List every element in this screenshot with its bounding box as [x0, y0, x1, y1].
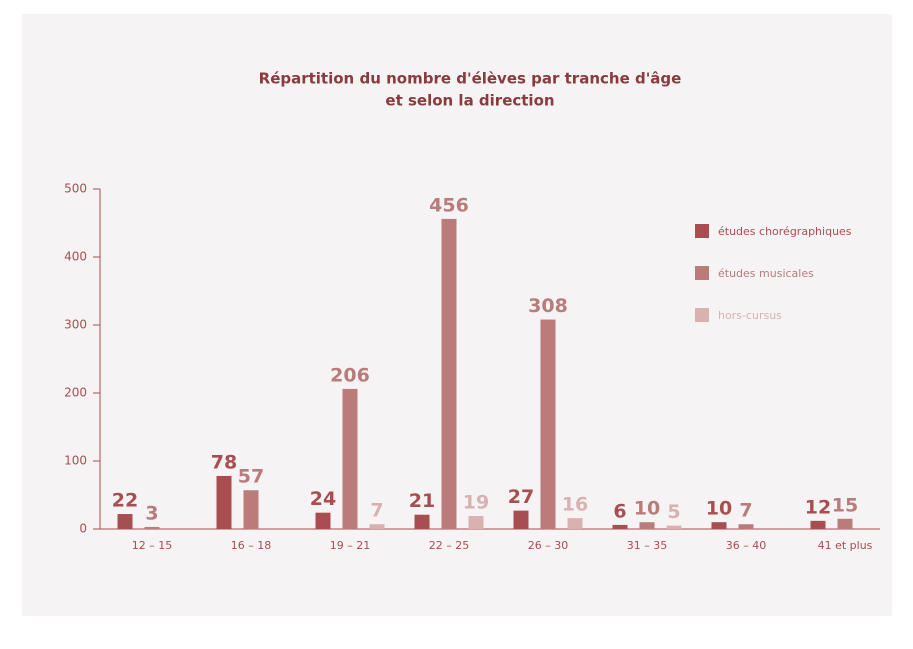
bar	[810, 520, 826, 529]
bar	[612, 524, 628, 529]
card	[22, 14, 892, 616]
data-label: 456	[429, 194, 469, 216]
data-label: 3	[145, 502, 158, 524]
legend-swatch	[695, 224, 709, 238]
data-label: 206	[330, 364, 370, 386]
bar	[117, 514, 133, 529]
data-label: 19	[463, 492, 489, 514]
data-label: 308	[528, 295, 568, 317]
bar	[468, 516, 484, 529]
bar	[315, 512, 331, 529]
x-tick-label: 16 – 18	[231, 539, 272, 552]
y-tick-label: 500	[64, 182, 87, 196]
data-label: 27	[508, 486, 534, 508]
data-label: 22	[112, 490, 138, 512]
x-tick-label: 26 – 30	[528, 539, 569, 552]
legend-label: hors-cursus	[718, 309, 782, 322]
bar	[738, 524, 754, 529]
x-tick-label: 19 – 21	[330, 539, 371, 552]
bar	[369, 524, 385, 529]
bar	[540, 319, 556, 529]
y-tick-label: 200	[64, 386, 87, 400]
legend-label: études musicales	[718, 267, 814, 280]
legend-swatch	[695, 266, 709, 280]
bar	[243, 490, 259, 529]
bar	[144, 526, 160, 529]
x-tick-label: 41 et plus	[818, 539, 873, 552]
bar	[216, 475, 232, 529]
bar	[567, 518, 583, 529]
chart-title: Répartition du nombre d'élèves par tranc…	[259, 70, 682, 88]
data-label: 7	[739, 500, 752, 522]
bar	[639, 522, 655, 529]
data-label: 78	[211, 451, 237, 473]
y-tick-label: 0	[79, 522, 87, 536]
data-label: 24	[310, 488, 336, 510]
data-label: 12	[805, 496, 831, 518]
x-tick-label: 31 – 35	[627, 539, 668, 552]
bar	[414, 514, 430, 529]
bar	[342, 388, 358, 529]
y-tick-label: 100	[64, 454, 87, 468]
data-label: 7	[370, 500, 383, 522]
y-tick-label: 400	[64, 250, 87, 264]
y-tick-label: 300	[64, 318, 87, 332]
legend-swatch	[695, 308, 709, 322]
data-label: 57	[238, 466, 264, 488]
bar	[513, 510, 529, 529]
x-tick-label: 36 – 40	[726, 539, 767, 552]
legend-label: études chorégraphiques	[718, 225, 852, 238]
bar	[666, 525, 682, 529]
data-label: 10	[634, 498, 660, 520]
data-label: 15	[832, 494, 858, 516]
data-label: 6	[613, 500, 626, 522]
x-tick-label: 22 – 25	[429, 539, 470, 552]
x-tick-label: 12 – 15	[132, 539, 173, 552]
data-label: 10	[706, 498, 732, 520]
chart-title: et selon la direction	[385, 92, 554, 110]
data-label: 5	[667, 501, 680, 523]
bar	[441, 218, 457, 530]
bar	[711, 522, 727, 529]
bar	[837, 518, 853, 529]
data-label: 21	[409, 490, 435, 512]
data-label: 16	[562, 494, 588, 516]
